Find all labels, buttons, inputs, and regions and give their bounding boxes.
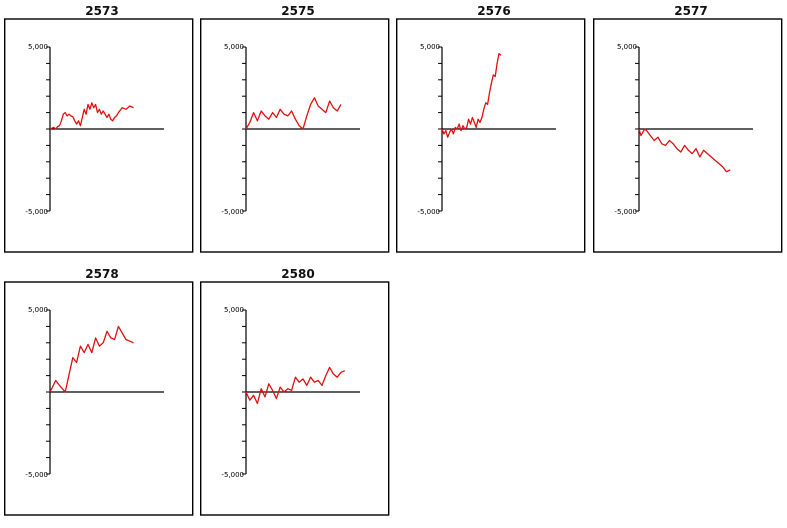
chart-panel-2575: 2575 5,000 -5,000 xyxy=(199,3,396,265)
chart-plot: 5,000 -5,000 xyxy=(592,18,783,253)
chart-plot: 5,000 -5,000 xyxy=(3,281,194,516)
chart-frame xyxy=(199,281,390,516)
series-line xyxy=(245,366,346,405)
y-tick-label-max: 5,000 xyxy=(28,43,48,51)
chart-title: 2578 xyxy=(85,267,119,281)
y-tick-label-max: 5,000 xyxy=(224,43,244,51)
y-tick-label-min: -5,000 xyxy=(25,208,48,216)
chart-frame xyxy=(592,18,783,253)
y-tick-label-max: 5,000 xyxy=(28,306,48,314)
chart-title: 2576 xyxy=(477,4,511,18)
chart-panel-2576: 2576 5,000 -5,000 xyxy=(395,3,592,265)
y-tick-label-min: -5,000 xyxy=(221,208,244,216)
chart-plot: 5,000 -5,000 xyxy=(3,18,194,253)
y-tick-label-max: 5,000 xyxy=(420,43,440,51)
chart-title: 2575 xyxy=(281,4,315,18)
chart-plot: 5,000 -5,000 xyxy=(199,18,390,253)
chart-panel-2580: 2580 5,000 -5,000 xyxy=(199,266,396,528)
chart-frame xyxy=(199,18,390,253)
chart-title: 2577 xyxy=(674,4,708,18)
chart-plot: 5,000 -5,000 xyxy=(395,18,586,253)
chart-panel-2573: 2573 5,000 -5,000 xyxy=(3,3,200,265)
y-tick-label-min: -5,000 xyxy=(417,208,440,216)
series-line xyxy=(49,102,134,130)
y-tick-label-min: -5,000 xyxy=(221,471,244,479)
chart-title: 2580 xyxy=(281,267,315,281)
chart-frame xyxy=(3,281,194,516)
series-line xyxy=(245,97,342,130)
y-tick-label-min: -5,000 xyxy=(614,208,637,216)
series-line xyxy=(49,325,134,393)
chart-title: 2573 xyxy=(85,4,119,18)
y-tick-label-max: 5,000 xyxy=(224,306,244,314)
chart-frame xyxy=(3,18,194,253)
chart-panel-2578: 2578 5,000 -5,000 xyxy=(3,266,200,528)
chart-panel-2577: 2577 5,000 -5,000 xyxy=(592,3,787,265)
y-tick-label-max: 5,000 xyxy=(617,43,637,51)
series-line xyxy=(441,52,502,138)
y-tick-label-min: -5,000 xyxy=(25,471,48,479)
chart-plot: 5,000 -5,000 xyxy=(199,281,390,516)
series-line xyxy=(638,128,731,173)
chart-frame xyxy=(395,18,586,253)
